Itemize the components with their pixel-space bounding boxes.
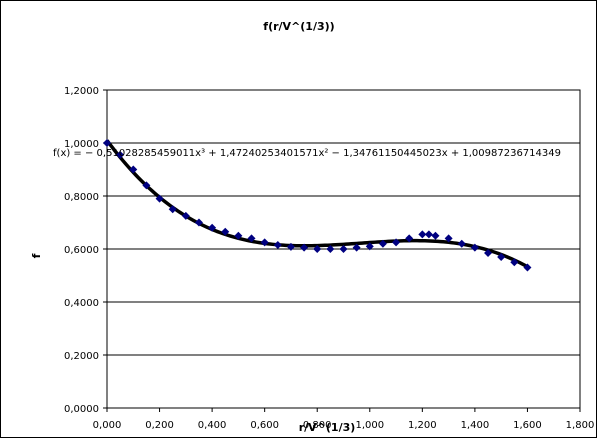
y-tick-label: 0,8000 (64, 192, 99, 203)
y-tick-label: 1,0000 (64, 139, 99, 150)
x-tick-label: 1,000 (355, 420, 384, 431)
y-axis-ticks: 0,0000 0,2000 0,4000 0,6000 0,8000 1,0000 1,20… (64, 86, 107, 415)
data-point (194, 218, 203, 227)
data-point (300, 243, 309, 252)
data-point (352, 243, 361, 252)
data-point (221, 227, 230, 236)
data-point (424, 230, 433, 239)
data-point (273, 241, 282, 250)
data-point (339, 245, 348, 253)
x-tick-label: 0,000 (93, 420, 122, 431)
data-point (286, 242, 295, 251)
chart-title: f(r/V^(1/3)) (263, 20, 334, 33)
data-points (103, 139, 532, 272)
data-point (155, 194, 164, 203)
data-point (431, 231, 440, 240)
data-point (168, 205, 177, 214)
x-tick-label: 0,200 (145, 420, 174, 431)
data-point (181, 211, 190, 220)
data-point (129, 165, 138, 174)
data-point (484, 248, 493, 257)
x-tick-label: 1,400 (461, 420, 490, 431)
data-point (234, 231, 243, 240)
x-tick-label: 0,400 (198, 420, 227, 431)
data-point (405, 234, 414, 243)
data-point (313, 245, 322, 253)
data-point (497, 252, 506, 261)
data-point (142, 181, 151, 190)
y-tick-label: 0,2000 (64, 351, 99, 362)
y-tick-label: 0,0000 (64, 404, 99, 415)
data-point (392, 238, 401, 247)
trendline-equation: f(x) = − 0,51028285459011x³ + 1,47240253… (53, 148, 561, 159)
data-point (247, 234, 256, 243)
x-tick-label: 1,600 (513, 420, 542, 431)
y-tick-label: 0,6000 (64, 245, 99, 256)
x-axis-label: r/V^(1/3) (299, 421, 356, 434)
x-tick-label: 0,600 (250, 420, 279, 431)
data-point (457, 239, 466, 248)
y-tick-label: 0,4000 (64, 298, 99, 309)
data-point (365, 242, 374, 251)
data-point (418, 230, 427, 239)
data-point (208, 223, 217, 232)
data-point (103, 139, 111, 147)
x-tick-label: 1,200 (408, 420, 437, 431)
y-tick-label: 1,2000 (64, 86, 99, 97)
x-tick-label: 1,800 (566, 420, 595, 431)
data-point (378, 239, 387, 248)
data-point (510, 258, 519, 267)
x-tick-label: 0,800 (303, 420, 332, 431)
data-point (444, 234, 453, 243)
data-point (326, 245, 335, 253)
x-axis-ticks: 0,000 0,200 0,400 0,600 0,800 1,000 1,200 1,400… (93, 408, 595, 431)
data-point (470, 243, 479, 252)
y-axis-label: f (30, 253, 43, 258)
data-point (260, 238, 269, 247)
data-point (523, 263, 532, 272)
gridlines (107, 142, 580, 356)
data-point (116, 150, 125, 159)
